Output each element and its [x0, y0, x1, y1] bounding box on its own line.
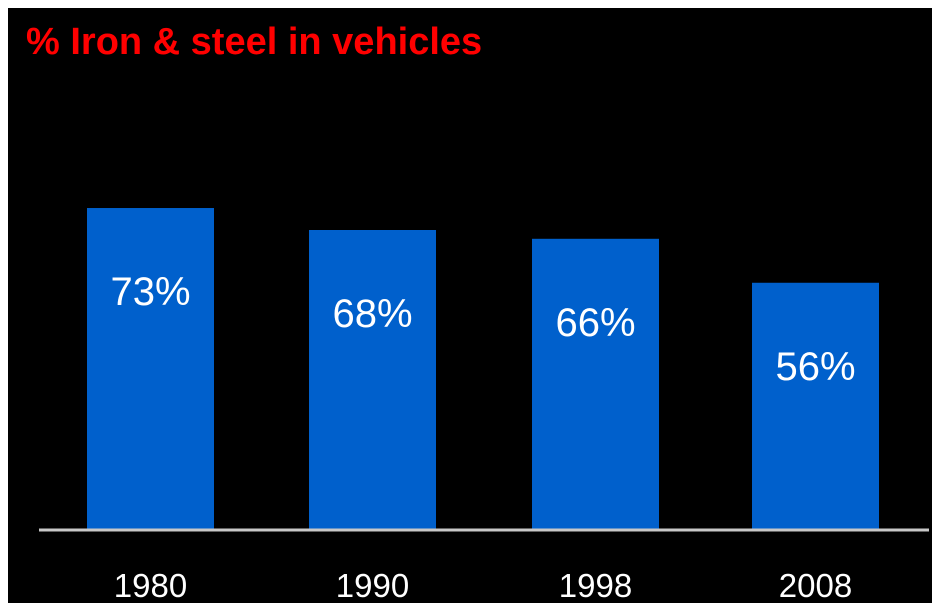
- x-tick-labels-layer: 1980 1990 1998 2008: [114, 567, 852, 603]
- chart-frame: % Iron & steel in vehicles 73% 68% 66% 56% …: [8, 8, 932, 603]
- data-label-1990: 68%: [332, 292, 412, 336]
- bars-layer: [87, 208, 879, 530]
- data-label-1980: 73%: [110, 270, 190, 314]
- bar-1990: [309, 230, 436, 529]
- bar-2008: [752, 282, 879, 529]
- data-labels-layer: 73% 68% 66% 56%: [110, 270, 855, 389]
- x-tick-label-1980: 1980: [114, 567, 187, 603]
- x-tick-label-2008: 2008: [779, 567, 852, 603]
- bar-chart: 73% 68% 66% 56% 1980 1990 1998 2008: [39, 208, 929, 603]
- bar-1998: [532, 238, 659, 529]
- x-tick-label-1998: 1998: [559, 567, 632, 603]
- data-label-2008: 56%: [775, 345, 855, 389]
- data-label-1998: 66%: [555, 301, 635, 345]
- chart-title: % Iron & steel in vehicles: [26, 21, 483, 63]
- bar-1980: [87, 208, 214, 530]
- x-tick-label-1990: 1990: [336, 567, 409, 603]
